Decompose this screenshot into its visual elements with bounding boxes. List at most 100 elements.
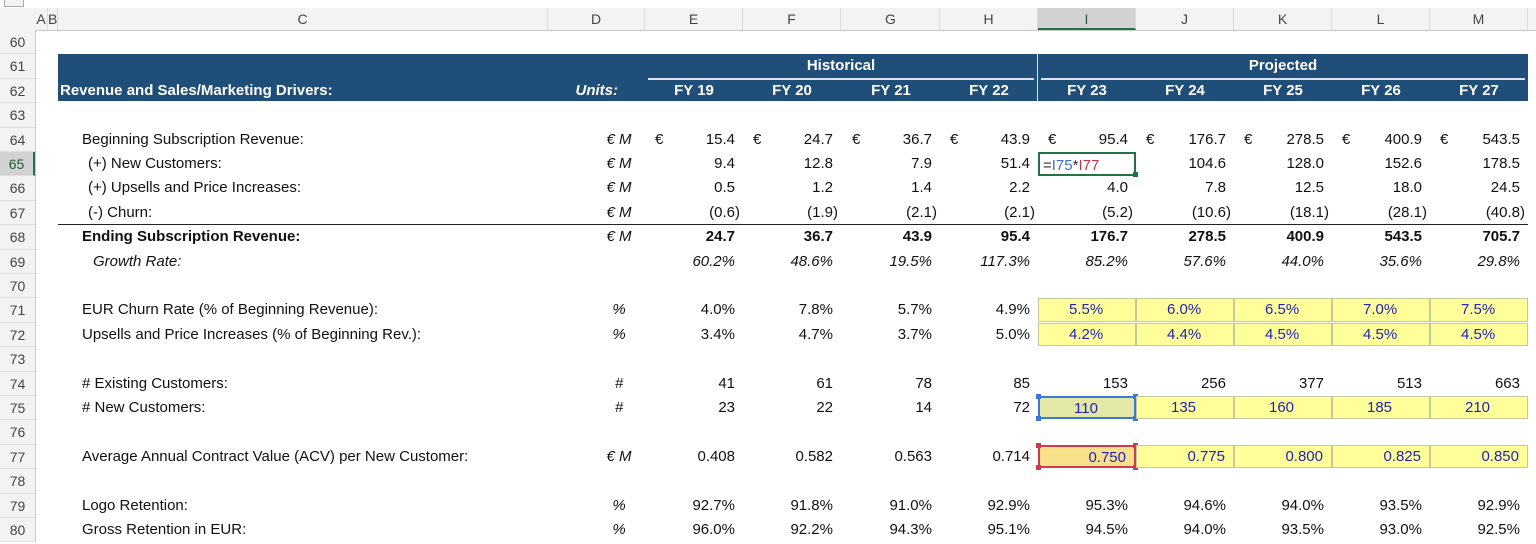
cell-J74[interactable]: 256 (1200, 374, 1226, 392)
row-header-78[interactable]: 78 (0, 469, 35, 494)
fill-handle[interactable] (1133, 172, 1138, 178)
cell-J77[interactable]: 0.775 (1136, 444, 1234, 469)
range-handle[interactable] (1133, 442, 1138, 448)
cell-I64[interactable]: €95.4 (1038, 128, 1136, 152)
cell-K65[interactable]: 128.0 (1286, 155, 1324, 172)
formula-ref-I77[interactable]: 0.750 (1038, 444, 1136, 469)
cell-G64[interactable]: €36.7 (842, 128, 940, 152)
cell-H65[interactable]: 51.4 (1000, 155, 1030, 172)
row-header-72[interactable]: 72 (0, 323, 35, 348)
cell-J71[interactable]: 6.0% (1136, 298, 1234, 322)
cell-G65[interactable]: 7.9 (911, 155, 932, 172)
cell-F75[interactable]: 22 (816, 399, 833, 416)
cell-J65[interactable]: 104.6 (1188, 155, 1226, 172)
column-header-E[interactable]: E (645, 8, 743, 30)
cell-L65[interactable]: 152.6 (1384, 155, 1422, 172)
cell-M72[interactable]: 4.5% (1430, 322, 1528, 347)
cell-M67[interactable]: (40.8) (1485, 203, 1525, 221)
cell-J67[interactable]: (10.6) (1191, 203, 1231, 221)
row-header-68[interactable]: 68 (0, 225, 35, 250)
range-handle[interactable] (1036, 465, 1041, 471)
cell-L69[interactable]: 35.6% (1379, 252, 1422, 270)
cell-I68[interactable]: 176.7 (1090, 228, 1128, 246)
cell-L80[interactable]: 93.0% (1379, 521, 1422, 538)
cell-K77[interactable]: 0.800 (1234, 444, 1332, 469)
cell-J75[interactable]: 135 (1136, 396, 1234, 420)
cell-L79[interactable]: 93.5% (1379, 496, 1422, 514)
cell-J72[interactable]: 4.4% (1136, 322, 1234, 347)
select-all-box[interactable] (4, 0, 24, 7)
range-handle[interactable] (1133, 416, 1138, 422)
row-header-62[interactable]: 62 (0, 79, 35, 104)
cell-J68[interactable]: 278.5 (1188, 228, 1226, 246)
cell-E71[interactable]: 4.0% (700, 301, 735, 319)
cell-K80[interactable]: 93.5% (1281, 521, 1324, 538)
cell-L77[interactable]: 0.825 (1332, 444, 1430, 469)
column-header-A[interactable]: A (35, 8, 48, 30)
row-header-71[interactable]: 71 (0, 298, 35, 323)
cell-F66[interactable]: 1.2 (812, 179, 833, 197)
cell-I74[interactable]: 153 (1102, 374, 1128, 392)
cell-H66[interactable]: 2.2 (1009, 179, 1030, 197)
cell-E69[interactable]: 60.2% (692, 252, 735, 270)
range-handle[interactable] (1036, 442, 1041, 448)
cell-J64[interactable]: €176.7 (1136, 128, 1234, 152)
cell-I66[interactable]: 4.0 (1107, 179, 1128, 197)
column-header-K[interactable]: K (1234, 8, 1332, 30)
cell-K67[interactable]: (18.1) (1289, 203, 1329, 221)
range-handle[interactable] (1133, 394, 1138, 399)
row-header-65[interactable]: 65 (0, 152, 35, 177)
cell-G67[interactable]: (2.1) (906, 203, 937, 221)
cell-M64[interactable]: €543.5 (1430, 128, 1528, 152)
cell-G66[interactable]: 1.4 (911, 179, 932, 197)
cell-F79[interactable]: 91.8% (790, 496, 833, 514)
cell-H64[interactable]: €43.9 (940, 128, 1038, 152)
cell-M80[interactable]: 92.5% (1477, 521, 1520, 538)
cell-E65[interactable]: 9.4 (714, 155, 735, 172)
cell-L68[interactable]: 543.5 (1384, 228, 1422, 246)
row-header-60[interactable]: 60 (0, 30, 35, 55)
cell-K72[interactable]: 4.5% (1234, 322, 1332, 347)
row-header-64[interactable]: 64 (0, 128, 35, 152)
cell-G80[interactable]: 94.3% (889, 521, 932, 538)
cell-J66[interactable]: 7.8 (1205, 179, 1226, 197)
cell-G77[interactable]: 0.563 (894, 447, 932, 465)
column-header-H[interactable]: H (940, 8, 1038, 30)
cell-L74[interactable]: 513 (1396, 374, 1422, 392)
cell-E80[interactable]: 96.0% (692, 521, 735, 538)
cell-F72[interactable]: 4.7% (798, 325, 833, 343)
active-cell-I65[interactable]: =I75*I77 (1038, 152, 1136, 177)
cell-M71[interactable]: 7.5% (1430, 298, 1528, 322)
cell-I80[interactable]: 94.5% (1085, 521, 1128, 538)
cell-H68[interactable]: 95.4 (1000, 228, 1030, 246)
row-header-63[interactable]: 63 (0, 103, 35, 128)
cell-M74[interactable]: 663 (1494, 374, 1520, 392)
cell-H77[interactable]: 0.714 (992, 447, 1030, 465)
cell-K69[interactable]: 44.0% (1281, 252, 1324, 270)
cell-E67[interactable]: (0.6) (709, 203, 740, 221)
cell-K64[interactable]: €278.5 (1234, 128, 1332, 152)
cell-M68[interactable]: 705.7 (1482, 228, 1520, 246)
cell-L75[interactable]: 185 (1332, 396, 1430, 420)
column-header-I[interactable]: I (1038, 8, 1136, 30)
cell-M65[interactable]: 178.5 (1482, 155, 1520, 172)
cell-L71[interactable]: 7.0% (1332, 298, 1430, 322)
cell-M69[interactable]: 29.8% (1477, 252, 1520, 270)
row-header-77[interactable]: 77 (0, 445, 35, 470)
cell-G69[interactable]: 19.5% (889, 252, 932, 270)
cell-G74[interactable]: 78 (915, 374, 932, 392)
cell-I67[interactable]: (5.2) (1102, 203, 1133, 221)
cell-M66[interactable]: 24.5 (1490, 179, 1520, 197)
column-header-D[interactable]: D (548, 8, 645, 30)
cell-I71[interactable]: 5.5% (1038, 298, 1136, 322)
cell-H67[interactable]: (2.1) (1004, 203, 1035, 221)
cell-G72[interactable]: 3.7% (897, 325, 932, 343)
column-header-G[interactable]: G (842, 8, 940, 30)
cell-E77[interactable]: 0.408 (697, 447, 735, 465)
row-header-76[interactable]: 76 (0, 420, 35, 445)
cell-J80[interactable]: 94.0% (1183, 521, 1226, 538)
cell-K68[interactable]: 400.9 (1286, 228, 1324, 246)
row-header-79[interactable]: 79 (0, 494, 35, 518)
cell-F65[interactable]: 12.8 (803, 155, 833, 172)
row-header-75[interactable]: 75 (0, 396, 35, 421)
